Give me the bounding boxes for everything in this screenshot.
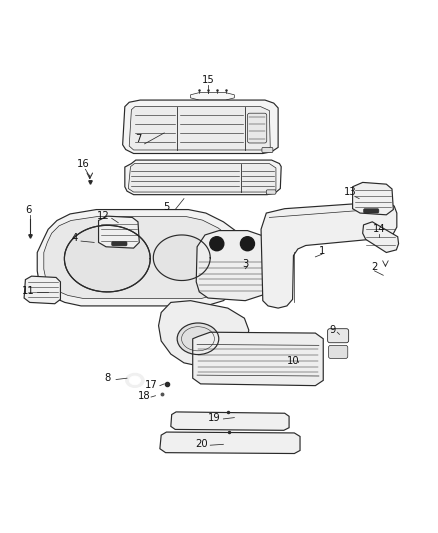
Polygon shape — [196, 231, 269, 301]
Polygon shape — [353, 182, 393, 215]
Text: 9: 9 — [330, 325, 336, 335]
Text: 7: 7 — [135, 134, 141, 144]
Ellipse shape — [126, 374, 144, 387]
Text: 19: 19 — [208, 413, 221, 423]
Polygon shape — [123, 100, 278, 154]
Polygon shape — [44, 216, 232, 298]
Text: 17: 17 — [145, 379, 158, 390]
Polygon shape — [125, 160, 281, 195]
Text: 8: 8 — [104, 373, 110, 383]
Text: 5: 5 — [163, 203, 170, 212]
Text: 6: 6 — [25, 205, 32, 215]
Text: 20: 20 — [195, 439, 208, 449]
Polygon shape — [160, 432, 300, 454]
Polygon shape — [129, 107, 270, 150]
Text: 13: 13 — [344, 187, 357, 197]
Polygon shape — [37, 209, 240, 306]
Text: 18: 18 — [138, 391, 151, 401]
Text: 15: 15 — [201, 75, 215, 85]
Text: 3: 3 — [242, 260, 248, 269]
FancyBboxPatch shape — [364, 209, 379, 213]
Text: 16: 16 — [77, 159, 90, 168]
Polygon shape — [171, 412, 289, 430]
Text: 14: 14 — [373, 224, 385, 235]
Text: 1: 1 — [319, 246, 325, 256]
Polygon shape — [128, 164, 276, 192]
Polygon shape — [363, 222, 399, 253]
Polygon shape — [261, 201, 397, 308]
Polygon shape — [193, 332, 323, 386]
Ellipse shape — [177, 323, 219, 354]
Text: 10: 10 — [287, 356, 300, 366]
Ellipse shape — [129, 376, 141, 385]
Circle shape — [210, 237, 224, 251]
FancyBboxPatch shape — [328, 345, 348, 359]
FancyBboxPatch shape — [328, 329, 349, 343]
Text: 11: 11 — [22, 286, 35, 296]
Text: 2: 2 — [371, 262, 378, 271]
Polygon shape — [24, 276, 60, 304]
FancyBboxPatch shape — [112, 241, 127, 246]
Circle shape — [240, 237, 254, 251]
Polygon shape — [99, 216, 139, 248]
FancyBboxPatch shape — [262, 147, 273, 152]
Ellipse shape — [64, 225, 150, 292]
FancyBboxPatch shape — [247, 113, 267, 143]
Ellipse shape — [153, 235, 210, 280]
Polygon shape — [191, 93, 234, 100]
Text: 12: 12 — [96, 211, 110, 221]
Polygon shape — [159, 301, 249, 366]
FancyBboxPatch shape — [266, 190, 276, 194]
Text: 4: 4 — [71, 233, 78, 243]
